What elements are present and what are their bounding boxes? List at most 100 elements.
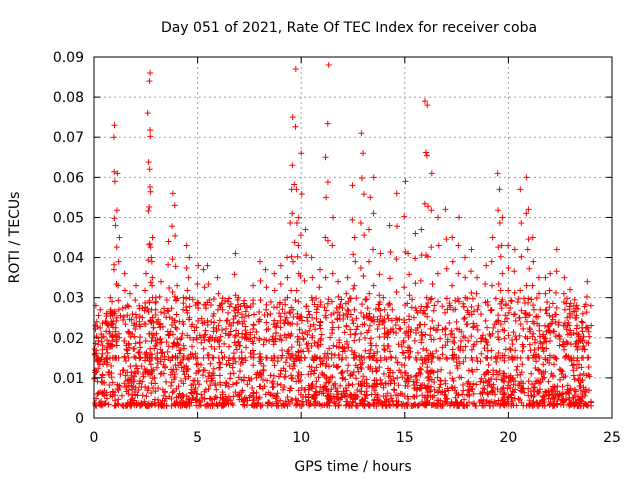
data-point	[547, 270, 554, 277]
data-point	[263, 301, 270, 308]
data-point	[92, 369, 99, 376]
data-point	[115, 330, 122, 337]
data-point	[349, 381, 356, 388]
data-point	[224, 298, 231, 305]
data-point	[233, 346, 240, 353]
data-point	[424, 375, 431, 382]
data-point	[563, 295, 570, 302]
data-point	[287, 220, 294, 227]
data-point	[493, 369, 500, 376]
data-point	[573, 314, 580, 321]
data-point	[294, 333, 301, 340]
data-point	[504, 396, 511, 403]
data-point	[213, 386, 220, 393]
data-point	[564, 340, 571, 347]
data-point	[300, 401, 307, 408]
data-point	[146, 78, 153, 85]
y-tick-label: 0.06	[53, 170, 84, 186]
data-point	[443, 354, 450, 361]
data-point	[129, 392, 136, 399]
data-point	[557, 401, 564, 408]
data-point	[572, 305, 579, 312]
data-point	[317, 301, 324, 308]
data-point	[524, 246, 531, 253]
data-point	[387, 328, 394, 335]
data-point	[578, 318, 585, 325]
data-point	[334, 315, 341, 322]
data-point	[129, 330, 136, 337]
data-point	[288, 375, 295, 382]
data-point	[460, 347, 467, 354]
x-tick-label: 5	[193, 430, 202, 446]
data-point	[473, 322, 480, 329]
data-point	[447, 370, 454, 377]
data-point	[295, 348, 302, 355]
data-points	[91, 62, 595, 409]
data-point	[226, 354, 233, 361]
data-point	[418, 400, 425, 407]
data-point	[336, 303, 343, 310]
data-point	[354, 393, 361, 400]
data-point	[434, 374, 441, 381]
x-axis-label: GPS time / hours	[294, 459, 411, 475]
data-point	[525, 401, 532, 408]
data-point	[555, 319, 562, 326]
data-point	[429, 401, 436, 408]
data-point	[340, 388, 347, 395]
data-point	[200, 333, 207, 340]
data-point	[218, 349, 225, 356]
data-point	[322, 314, 329, 321]
data-point	[292, 66, 299, 73]
data-point	[376, 292, 383, 299]
data-point	[588, 399, 595, 406]
data-point	[105, 401, 112, 408]
data-point	[507, 392, 514, 399]
data-point	[505, 264, 512, 271]
data-point	[169, 190, 176, 197]
data-point	[126, 329, 133, 336]
data-point	[492, 295, 499, 302]
data-point	[132, 370, 139, 377]
data-point	[115, 306, 122, 313]
data-point	[546, 287, 553, 294]
data-point	[323, 401, 330, 408]
data-point	[183, 242, 190, 249]
data-point	[299, 398, 306, 405]
data-point	[282, 373, 289, 380]
data-point	[572, 388, 579, 395]
data-point	[238, 349, 245, 356]
data-point	[380, 294, 387, 301]
data-point	[302, 226, 309, 233]
data-point	[404, 393, 411, 400]
data-point	[518, 399, 525, 406]
data-point	[404, 372, 411, 379]
data-point	[391, 387, 398, 394]
data-point	[488, 388, 495, 395]
data-point	[234, 319, 241, 326]
data-point	[204, 317, 211, 324]
data-point	[174, 340, 181, 347]
data-point	[470, 343, 477, 350]
data-point	[564, 389, 571, 396]
data-point	[334, 388, 341, 395]
data-point	[332, 384, 339, 391]
data-point	[541, 374, 548, 381]
data-point	[567, 313, 574, 320]
data-point	[579, 319, 586, 326]
data-point	[217, 360, 224, 367]
data-point	[423, 402, 430, 409]
data-point	[509, 337, 516, 344]
data-point	[294, 310, 301, 317]
data-point	[510, 381, 517, 388]
x-tick-label: 15	[396, 430, 414, 446]
data-point	[195, 360, 202, 367]
data-point	[451, 334, 458, 341]
data-point	[201, 395, 208, 402]
data-point	[132, 340, 139, 347]
data-point	[274, 380, 281, 387]
data-point	[358, 330, 365, 337]
data-point	[546, 304, 553, 311]
data-point	[526, 265, 533, 272]
data-point	[290, 360, 297, 367]
data-point	[165, 238, 172, 245]
